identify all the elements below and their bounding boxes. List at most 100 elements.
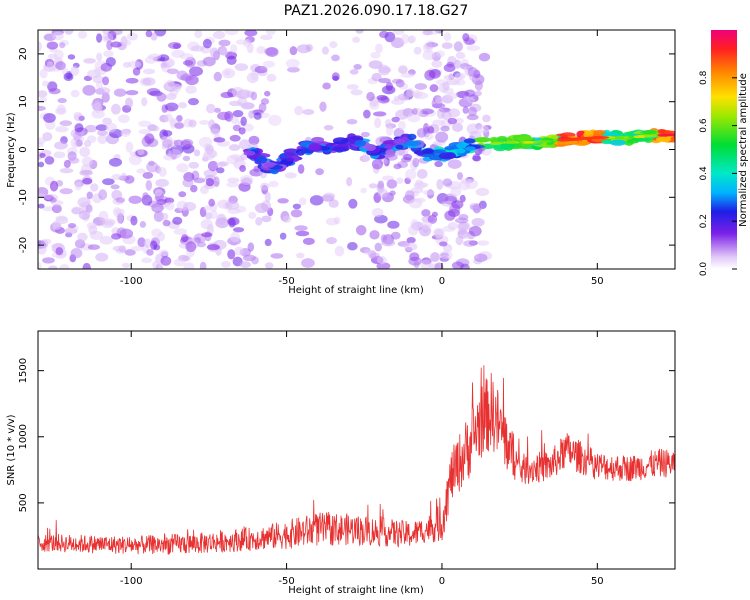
spectrogram-cell [48, 88, 61, 95]
spectrogram-cell [322, 82, 331, 90]
spectrogram-cell [243, 150, 256, 156]
spectrogram-cell [141, 257, 153, 264]
spectrogram-cell [302, 237, 315, 245]
spectrogram-cell [416, 168, 428, 179]
spectrogram-cell [97, 87, 111, 95]
spectrogram-cell [259, 34, 273, 41]
spectrogram-cell [185, 241, 197, 253]
spectrogram-cell [436, 178, 444, 190]
spectrogram-cell [139, 221, 147, 228]
spectrogram-cell [201, 232, 213, 238]
spectrogram-cell [128, 195, 142, 204]
spectrogram-cell [352, 36, 361, 43]
spectrogram-cell [182, 155, 191, 162]
spectrogram-cell [290, 209, 303, 218]
spectrogram-cell [251, 256, 259, 265]
spectrogram-cell [106, 40, 113, 51]
spectrogram-cell [239, 139, 251, 150]
spectrogram-cell [141, 97, 148, 107]
spectrogram-cell [120, 129, 131, 137]
spectrogram-cell [463, 240, 477, 247]
snr-xtick-label: 0 [439, 576, 445, 587]
spectrogram-cell [364, 144, 376, 152]
spectrogram-cell [609, 139, 626, 146]
spectrogram-cell [446, 61, 455, 68]
spectrogram-cell [232, 110, 244, 118]
spectrogram-cell [179, 53, 194, 60]
spectrogram-cell [165, 102, 179, 112]
spectrogram-cell [474, 90, 482, 97]
spectrogram-cell [395, 109, 409, 120]
spectrogram-cell [346, 176, 353, 187]
snr-frame [37, 330, 676, 570]
spectrogram-cell [110, 103, 121, 115]
spectrogram-cell [49, 180, 59, 192]
spectrogram-cell [84, 124, 97, 133]
spectrogram-cell [390, 37, 405, 49]
spectrogram-cell [284, 172, 297, 179]
spectrogram-cell [38, 244, 47, 255]
spectrogram-cell [214, 107, 221, 113]
spectrogram-cell [385, 149, 396, 156]
spectrogram-cell [176, 114, 183, 122]
spectrogram-cell [420, 108, 434, 115]
spectrogram-cell [424, 42, 433, 50]
spectrogram-cell [125, 97, 134, 109]
spectrogram-cell [456, 148, 466, 154]
spectrogram-cell [111, 173, 123, 181]
spectrogram-cell [142, 171, 154, 179]
spectrogram-cell [173, 258, 186, 267]
spectrogram-cell [368, 60, 383, 70]
spectrogram-cell [459, 194, 466, 203]
spectrogram-cell [144, 133, 155, 144]
snr-xtick-label: -100 [120, 576, 143, 587]
spectrogram-cell [427, 214, 438, 224]
spectrogram-cell [83, 58, 96, 64]
spectrogram-cell [208, 198, 215, 207]
spectrogram-ylabel: Frequency (Hz) [6, 112, 17, 188]
spectrogram-cell [450, 186, 462, 197]
spectrogram-cell [265, 46, 279, 58]
spectrogram-xtick-label: 50 [591, 276, 604, 287]
spectrogram-cell [593, 129, 607, 135]
spectrogram-cell [331, 54, 340, 62]
spectrogram-cell [448, 108, 461, 118]
spectrogram-cell [457, 221, 471, 232]
spectrogram-cell [332, 137, 349, 145]
spectrogram-cell [55, 247, 64, 256]
spectrogram-cell [455, 235, 464, 246]
spectrogram-cell [467, 106, 478, 117]
spectrogram-cell [77, 232, 88, 242]
spectrogram-cell [539, 140, 552, 143]
spectrogram-cell [454, 72, 466, 81]
spectrogram-cell [82, 262, 91, 269]
spectrogram-cell [297, 164, 305, 174]
spectrogram-cell [355, 30, 364, 34]
spectrogram-panel: -100 -50 0 50 20 10 0 -10 -20 Height of straigh… [6, 29, 676, 296]
spectrogram-cell [42, 80, 49, 87]
spectrogram-cell [124, 249, 136, 256]
spectrogram-cell [178, 102, 188, 109]
spectrogram-cell [42, 257, 55, 264]
spectrogram-cell [112, 245, 125, 252]
spectrogram-cell [117, 114, 130, 124]
spectrogram-cell [295, 230, 310, 237]
spectrogram-xtick-label: 0 [439, 276, 445, 287]
spectrogram-cell [489, 136, 499, 144]
spectrogram-ytick-label: 20 [18, 48, 29, 61]
spectrogram-cell [460, 263, 470, 269]
spectrogram-cell [161, 135, 173, 145]
spectrogram-cell [264, 262, 274, 269]
spectrogram-cell [39, 152, 46, 158]
spectrogram-cell [102, 76, 110, 86]
spectrogram-cell [203, 169, 218, 178]
spectrogram-cell [261, 215, 272, 223]
spectrogram-cell [59, 264, 70, 269]
spectrogram-cell [230, 44, 238, 53]
spectrogram-cell [158, 167, 167, 178]
spectrogram-cell [353, 64, 362, 70]
spectrogram-cell [199, 119, 210, 126]
spectrogram-cell [377, 96, 390, 104]
spectrogram-cell [477, 125, 489, 134]
